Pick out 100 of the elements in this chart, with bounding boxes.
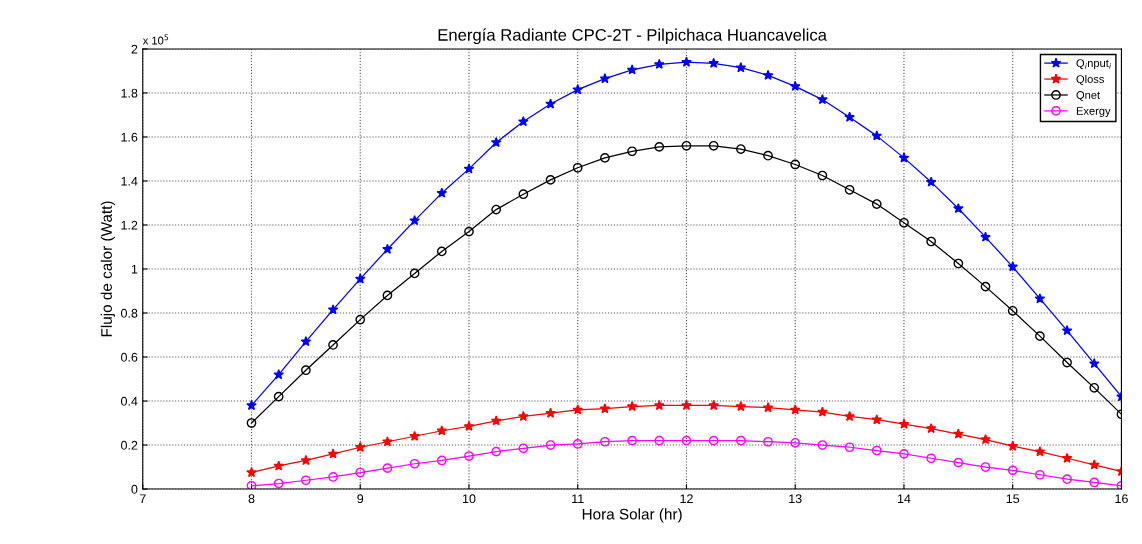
point (382, 436, 393, 447)
point (464, 451, 474, 461)
y-tick-label: 1.4 (121, 176, 138, 186)
point (491, 204, 502, 215)
y-tick-label: 0.4 (121, 396, 138, 406)
point (301, 475, 311, 486)
point (763, 150, 773, 161)
point (518, 189, 529, 200)
point (273, 460, 284, 471)
point (1034, 293, 1046, 304)
point (1007, 465, 1018, 476)
point (1088, 459, 1100, 470)
point (762, 69, 774, 80)
point (436, 187, 448, 198)
point (463, 420, 475, 431)
point (844, 184, 855, 195)
y-tick-label: 0.2 (121, 440, 138, 450)
point (871, 445, 882, 456)
point (572, 162, 583, 173)
point (518, 443, 529, 454)
point (491, 446, 502, 457)
point (1007, 440, 1019, 451)
point (653, 58, 665, 69)
point (436, 455, 447, 466)
point (681, 56, 692, 67)
x-axis-title: Hora Solar (hr) (582, 508, 682, 523)
point (817, 170, 828, 181)
point (273, 478, 284, 489)
point (327, 304, 339, 315)
point (545, 407, 556, 418)
point (735, 400, 747, 412)
point (600, 436, 610, 447)
point (1035, 331, 1045, 341)
point (355, 467, 366, 478)
point (1088, 358, 1100, 369)
point (899, 217, 909, 228)
point (572, 439, 583, 449)
point (273, 369, 284, 380)
point (599, 403, 611, 414)
point (626, 64, 638, 75)
point (735, 62, 747, 73)
point (1061, 325, 1073, 336)
point (681, 140, 692, 151)
point (490, 136, 502, 148)
point (382, 243, 393, 254)
y-tick-label: 1 (131, 264, 138, 274)
point (681, 435, 692, 446)
point (382, 290, 393, 301)
point (273, 391, 284, 402)
point (708, 399, 719, 411)
point (844, 442, 855, 453)
chart-title: Energía Radiante CPC-2T - Pilpichaca Huancavelica (438, 28, 827, 45)
legend-label: Qloss (1076, 74, 1104, 86)
point (681, 399, 692, 411)
point (246, 480, 257, 490)
point (300, 454, 312, 466)
point (654, 142, 665, 152)
point (1007, 261, 1019, 272)
y-tick-label: 2 (131, 44, 138, 54)
y-tick-label: 0 (131, 484, 138, 494)
y-tick-label: 0.6 (121, 352, 138, 362)
point (463, 163, 475, 174)
point (545, 440, 556, 450)
point (600, 153, 610, 163)
point (545, 98, 556, 109)
point (763, 436, 773, 447)
x-tick-label: 15 (1006, 494, 1020, 504)
point (844, 410, 855, 422)
x-tick-label: 7 (139, 494, 146, 503)
point (953, 457, 964, 468)
point (464, 226, 474, 237)
point (980, 433, 991, 445)
point (1062, 357, 1072, 368)
point (708, 57, 719, 68)
y-axis-title: Flujo de calor (Watt) (100, 201, 115, 337)
point (925, 422, 937, 434)
point (1035, 469, 1045, 480)
point (626, 400, 638, 412)
point (436, 425, 448, 436)
point (653, 399, 665, 411)
point (409, 268, 420, 279)
point (925, 176, 937, 187)
legend-label: Qnet (1076, 91, 1101, 101)
point (708, 140, 719, 151)
point (871, 414, 883, 425)
point (518, 410, 529, 422)
point (490, 415, 502, 426)
x-tick-label: 10 (462, 494, 476, 504)
point (1089, 477, 1100, 488)
point (790, 159, 801, 170)
point (980, 462, 991, 472)
legend-label: Exergy (1076, 107, 1111, 118)
point (572, 404, 584, 415)
point (382, 463, 393, 474)
point (354, 441, 366, 452)
text: x 10$^{5}$ (142, 34, 169, 45)
y-tick-label: 1.2 (121, 220, 138, 230)
point (1007, 305, 1018, 316)
point (953, 258, 964, 269)
point (898, 152, 910, 163)
